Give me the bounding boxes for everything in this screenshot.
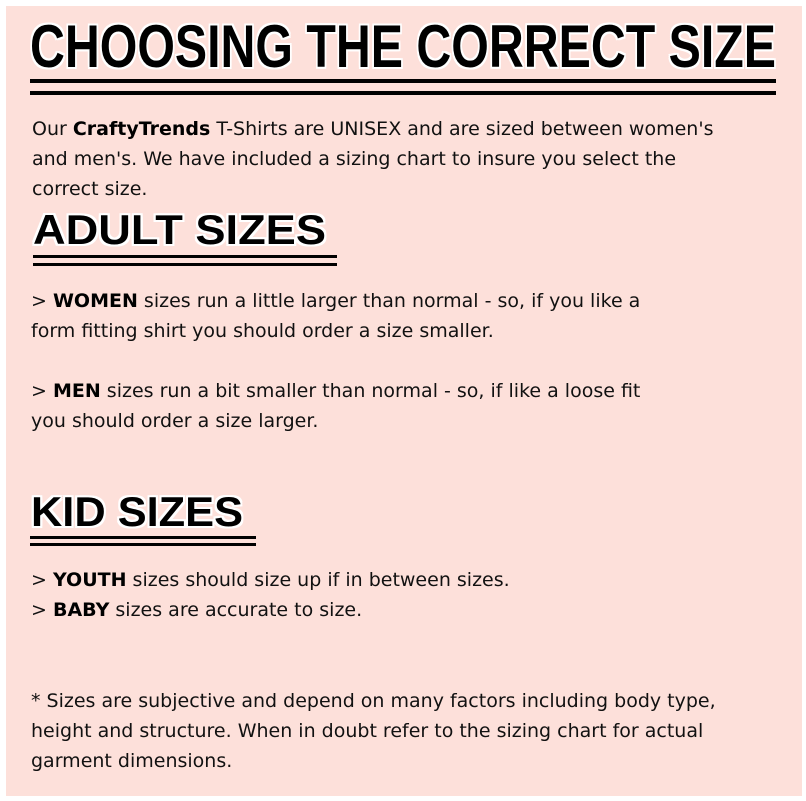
intro-paragraph: Our CraftyTrends T-Shirts are UNISEX and… xyxy=(32,114,713,204)
baby-marker: > xyxy=(31,599,53,621)
footnote-line-1: * Sizes are subjective and depend on man… xyxy=(31,690,716,712)
intro-line-1-start: Our xyxy=(32,118,73,140)
page-panel xyxy=(6,6,802,796)
women-text: sizes run a little larger than normal - … xyxy=(137,290,641,312)
youth-label: YOUTH xyxy=(52,569,127,591)
men-note: > MEN sizes run a bit smaller than norma… xyxy=(31,376,640,436)
youth-marker: > xyxy=(31,569,53,591)
kid-sizes-heading: KID SIZES xyxy=(31,488,243,535)
women-note-line-1: > WOMEN sizes run a little larger than n… xyxy=(31,286,640,316)
women-marker: > xyxy=(31,290,53,312)
men-marker: > xyxy=(31,380,53,402)
footnote: * Sizes are subjective and depend on man… xyxy=(31,686,716,776)
men-text: sizes run a bit smaller than normal - so… xyxy=(100,380,641,402)
title-divider-top xyxy=(30,79,776,83)
youth-text: sizes should size up if in between sizes… xyxy=(126,569,510,591)
page-title: CHOOSING THE CORRECT SIZE xyxy=(30,13,776,80)
adult-divider-bottom xyxy=(33,263,337,266)
baby-text: sizes are accurate to size. xyxy=(109,599,363,621)
men-note-line-2: you should order a size larger. xyxy=(31,410,319,432)
intro-line-1-end: T-Shirts are UNISEX and are sized betwee… xyxy=(210,118,714,140)
youth-note: > YOUTH sizes should size up if in betwe… xyxy=(31,565,510,595)
baby-label: BABY xyxy=(52,599,110,621)
kid-divider-top xyxy=(30,536,256,539)
women-note: > WOMEN sizes run a little larger than n… xyxy=(31,286,640,346)
title-divider-bottom xyxy=(30,91,776,95)
kid-notes: > YOUTH sizes should size up if in betwe… xyxy=(31,565,510,625)
intro-line-3: correct size. xyxy=(32,178,148,200)
intro-line-2: and men's. We have included a sizing cha… xyxy=(32,148,677,170)
footnote-line-2: height and structure. When in doubt refe… xyxy=(31,720,704,742)
intro-line-1: Our CraftyTrends T-Shirts are UNISEX and… xyxy=(32,114,713,144)
adult-divider-top xyxy=(33,255,337,258)
adult-sizes-heading: ADULT SIZES xyxy=(33,206,326,253)
kid-divider-bottom xyxy=(30,543,256,546)
men-label: MEN xyxy=(52,380,101,402)
men-note-line-1: > MEN sizes run a bit smaller than norma… xyxy=(31,376,640,406)
women-note-line-2: form fitting shirt you should order a si… xyxy=(31,320,494,342)
women-label: WOMEN xyxy=(52,290,138,312)
baby-note: > BABY sizes are accurate to size. xyxy=(31,595,510,625)
brand-name: CraftyTrends xyxy=(72,118,211,140)
footnote-line-3: garment dimensions. xyxy=(31,750,233,772)
